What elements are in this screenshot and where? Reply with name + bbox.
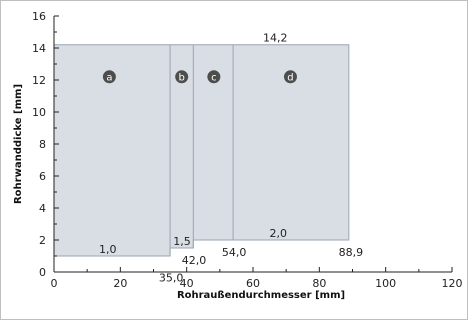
y-tick-label: 10	[32, 106, 46, 119]
value-annotation: 35,0	[159, 272, 184, 285]
y-tick-label: 4	[39, 202, 46, 215]
value-annotation: 14,2	[263, 32, 288, 45]
y-tick-label: 8	[39, 138, 46, 151]
region-c-marker	[207, 70, 221, 84]
y-tick-label: 16	[32, 10, 46, 23]
x-tick-label: 40	[180, 277, 194, 290]
region-d-label: d	[287, 72, 293, 83]
value-annotation: 42,0	[182, 254, 207, 267]
y-tick-label: 0	[39, 266, 46, 279]
x-axis-title: Rohraußendurchmesser [mm]	[177, 290, 345, 301]
y-axis-title: Rohrwanddicke [mm]	[13, 84, 24, 204]
y-tick-label: 6	[39, 170, 46, 183]
value-annotation: 1,5	[173, 235, 191, 248]
region-b-marker	[175, 70, 189, 84]
x-tick-label: 0	[51, 277, 58, 290]
value-annotation: 88,9	[339, 246, 364, 259]
region-c-label: c	[211, 72, 217, 83]
region-b-label: b	[179, 72, 185, 83]
y-tick-label: 12	[32, 74, 46, 87]
value-annotation: 54,0	[222, 246, 247, 259]
value-annotation: 1,0	[99, 243, 117, 256]
x-tick-label: 120	[442, 277, 463, 290]
region-d-marker	[283, 70, 297, 84]
x-tick-label: 100	[375, 277, 396, 290]
x-tick-label: 60	[246, 277, 260, 290]
y-tick-label: 2	[39, 234, 46, 247]
x-tick-label: 80	[312, 277, 326, 290]
value-annotation: 2,0	[269, 227, 287, 240]
x-tick-label: 20	[113, 277, 127, 290]
y-tick-label: 14	[32, 42, 46, 55]
region-b-area	[170, 44, 194, 248]
region-a-label: a	[106, 72, 112, 83]
region-a-marker	[102, 70, 116, 84]
